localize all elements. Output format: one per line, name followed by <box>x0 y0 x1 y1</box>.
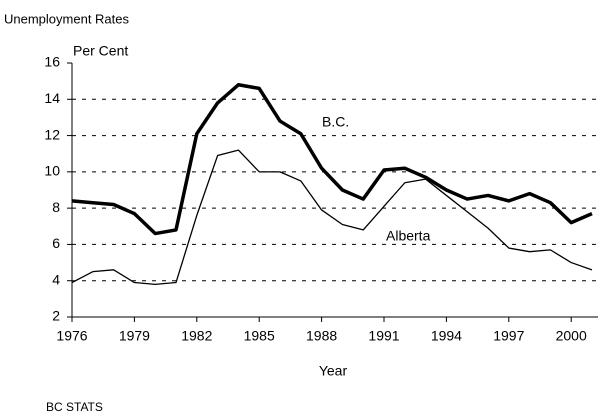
x-tick-label: 1979 <box>119 328 150 344</box>
y-tick-label: 10 <box>44 163 60 179</box>
y-tick-label: 16 <box>44 54 60 70</box>
x-tick-label: 1982 <box>181 328 212 344</box>
x-tick-label: 1985 <box>244 328 275 344</box>
y-tick-label: 4 <box>52 271 60 287</box>
y-tick-label: 8 <box>52 199 60 215</box>
y-tick-label: 2 <box>52 308 60 324</box>
x-tick-label: 1976 <box>56 328 87 344</box>
y-axis-label: Per Cent <box>73 43 128 59</box>
chart-title: Unemployment Rates <box>4 11 129 26</box>
x-tick-label: 2000 <box>556 328 587 344</box>
x-tick-label: 1991 <box>368 328 399 344</box>
annotation: B.C. <box>322 114 349 130</box>
annotation: Alberta <box>386 228 431 244</box>
y-tick-label: 14 <box>44 90 60 106</box>
y-tick-label: 12 <box>44 126 60 142</box>
x-tick-label: 1994 <box>431 328 462 344</box>
x-tick-label: 1997 <box>493 328 524 344</box>
series-line <box>71 83 593 236</box>
y-tick-label: 6 <box>52 235 60 251</box>
series-line <box>71 149 593 285</box>
x-axis-label: Year <box>319 363 348 379</box>
source: BC STATS <box>46 400 103 414</box>
x-tick-label: 1988 <box>306 328 337 344</box>
